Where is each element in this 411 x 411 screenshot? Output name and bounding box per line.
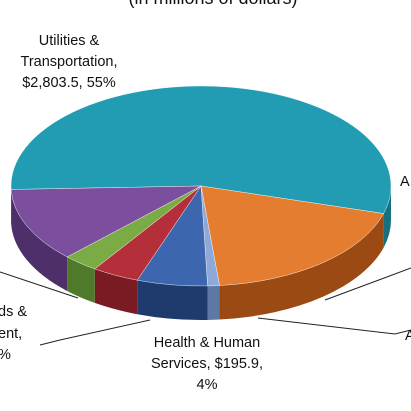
pie-sides bbox=[11, 186, 391, 320]
leader-line-left bbox=[0, 271, 79, 299]
label-utilities-line2: Transportation, bbox=[21, 54, 118, 70]
label-health-line3: 4% bbox=[197, 377, 218, 393]
leader-line-right bbox=[324, 267, 411, 301]
slice-7-goods-ent-side bbox=[11, 189, 68, 291]
slice-1-utilities-transportation-side-1 bbox=[383, 186, 391, 248]
label-health-line1: Health & Human bbox=[154, 335, 260, 351]
pie-slices bbox=[10, 85, 392, 287]
label-left-partial3: % bbox=[0, 347, 11, 363]
label-health-line2: Services, $195.9, bbox=[151, 356, 263, 372]
slice-3-slice-side bbox=[207, 285, 220, 320]
leader-lines bbox=[0, 267, 411, 346]
slice-1-utilities-transportation bbox=[10, 85, 392, 214]
slice-7-goods-ent bbox=[10, 185, 202, 258]
slice-2-ag-side bbox=[219, 213, 384, 320]
label-right-partial: A bbox=[400, 174, 410, 190]
slice-2-ag bbox=[200, 185, 384, 286]
chart-subtitle: (in millions of dollars) bbox=[128, 0, 297, 8]
slice-6-slice-side bbox=[67, 256, 95, 303]
label-left-partial1: ds & bbox=[0, 304, 27, 320]
slice-5-health-human-services-side bbox=[94, 268, 138, 315]
label-left-partial2: ent, bbox=[0, 326, 22, 342]
label-utilities-line1: Utilities & bbox=[39, 33, 100, 49]
label-utilities-line3: $2,803.5, 55% bbox=[22, 75, 116, 91]
leader-line-goods bbox=[39, 319, 151, 346]
leader-line-bottom-right bbox=[257, 317, 411, 335]
label-right-partial2: A bbox=[405, 328, 411, 344]
slice-4-slice-side bbox=[137, 280, 208, 320]
